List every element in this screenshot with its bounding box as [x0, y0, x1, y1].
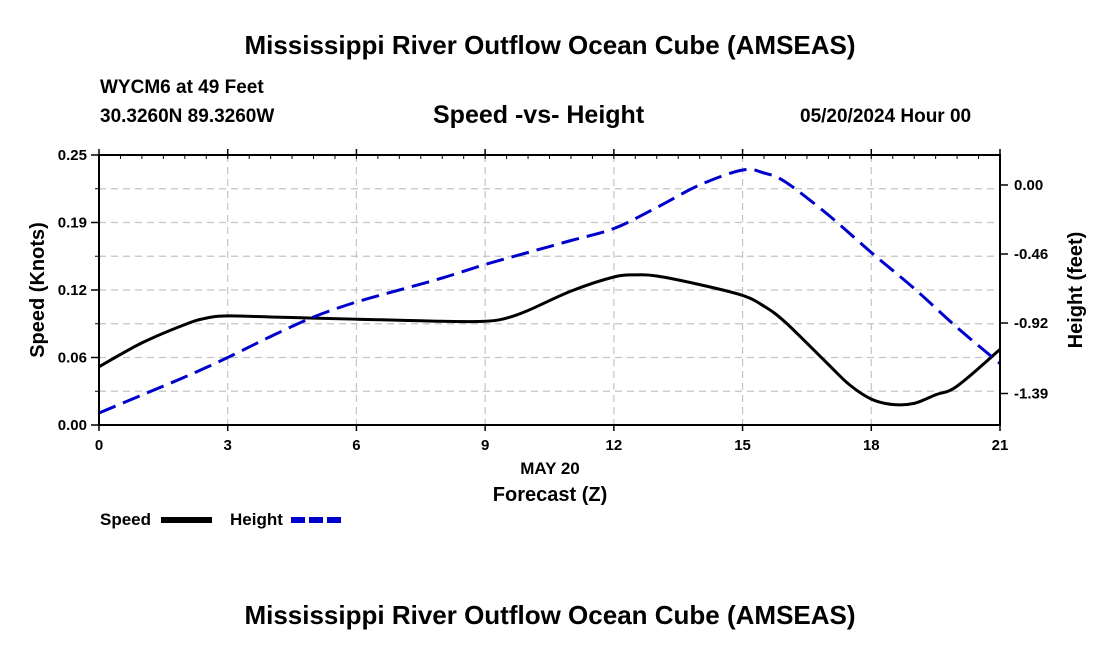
y-tick-label: 0.12 — [58, 282, 87, 299]
legend-label-speed: Speed — [100, 510, 151, 529]
y2-tick-label: -0.46 — [1014, 246, 1048, 263]
y2-tick-label: 0.00 — [1014, 177, 1043, 194]
x-axis-date-label: MAY 20 — [520, 459, 580, 478]
y2-tick-label: -0.92 — [1014, 315, 1048, 332]
legend-label-height: Height — [230, 510, 283, 529]
y-tick-label: 0.06 — [58, 350, 87, 367]
series-layer — [98, 167, 1001, 415]
series-line-speed — [98, 273, 1001, 407]
y-tick-label: 0.00 — [58, 417, 87, 434]
x-tick-label: 6 — [352, 437, 360, 454]
y2-axis-label: Height (feet) — [1065, 232, 1087, 349]
x-tick-label: 18 — [863, 437, 880, 454]
page-title: Mississippi River Outflow Ocean Cube (AM… — [244, 30, 856, 60]
legend: Speed Height — [100, 510, 342, 529]
forecast-datetime: 05/20/2024 Hour 00 — [800, 106, 972, 127]
footer-title: Mississippi River Outflow Ocean Cube (AM… — [244, 600, 856, 630]
x-tick-label: 15 — [734, 437, 751, 454]
station-coordinates: 30.3260N 89.3260W — [100, 106, 275, 127]
station-name: WYCM6 at 49 Feet — [100, 77, 264, 98]
axes-layer: 0 3 6 9 12 15 18 21 0.00 0.06 0.12 0.19 0.25 0.00 -0.4… — [58, 147, 1048, 454]
x-tick-label: 3 — [224, 437, 232, 454]
y-tick-label: 0.19 — [58, 215, 87, 232]
y-tick-label: 0.25 — [58, 147, 87, 164]
y-axis-label: Speed (Knots) — [27, 222, 49, 358]
grid-lines — [99, 155, 1000, 425]
chart-title: Speed -vs- Height — [433, 101, 645, 129]
x-tick-label: 0 — [95, 437, 103, 454]
x-tick-label: 9 — [481, 437, 489, 454]
x-axis-label: Forecast (Z) — [493, 484, 607, 506]
series-line-height — [98, 167, 1001, 415]
x-tick-label: 21 — [992, 437, 1009, 454]
x-tick-label: 12 — [606, 437, 623, 454]
y2-tick-label: -1.39 — [1014, 386, 1048, 403]
